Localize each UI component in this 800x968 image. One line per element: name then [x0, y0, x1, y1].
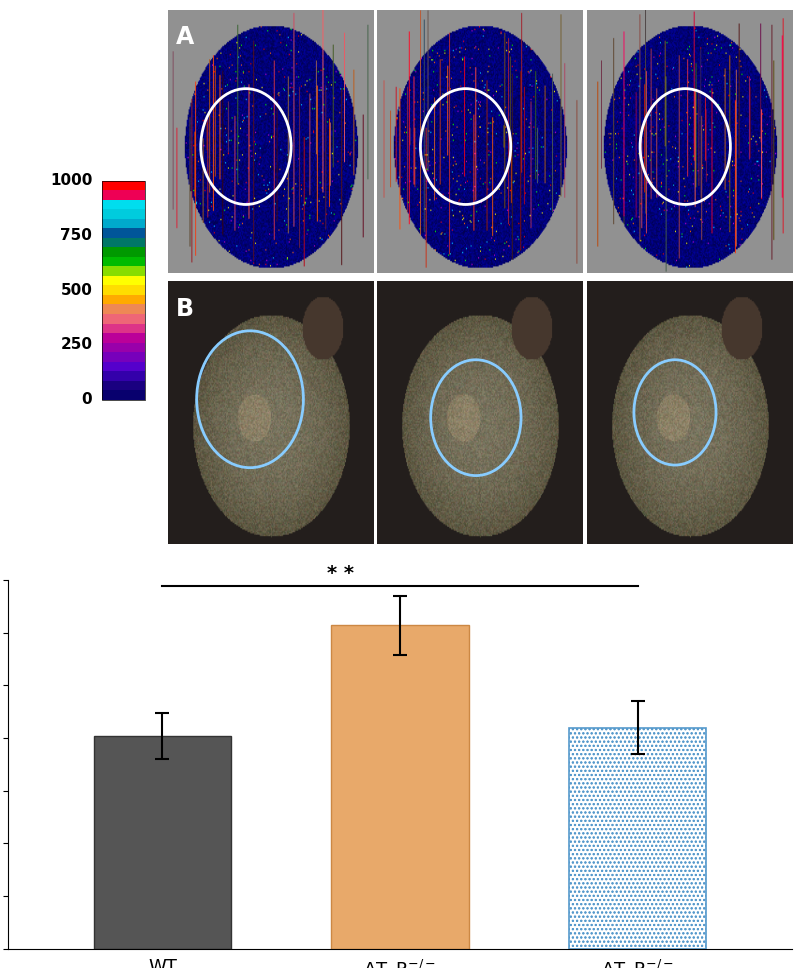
- Text: 500: 500: [60, 283, 92, 298]
- Bar: [569, 728, 706, 949]
- Bar: [102, 295, 146, 305]
- Text: 0: 0: [82, 392, 92, 408]
- Bar: [102, 257, 146, 266]
- Bar: [102, 190, 146, 199]
- Text: A: A: [176, 25, 194, 49]
- Text: 1000: 1000: [50, 173, 92, 188]
- Bar: [102, 248, 146, 257]
- Bar: [102, 323, 146, 333]
- Text: 750: 750: [60, 227, 92, 243]
- Bar: [102, 371, 146, 380]
- Bar: [102, 199, 146, 209]
- Bar: [102, 314, 146, 323]
- Bar: [102, 181, 146, 190]
- Text: * *: * *: [327, 564, 354, 584]
- Bar: [102, 380, 146, 390]
- Bar: [102, 238, 146, 248]
- Bar: [102, 266, 146, 276]
- Bar: [102, 276, 146, 286]
- Bar: [102, 286, 146, 295]
- Bar: [102, 305, 146, 314]
- Bar: [102, 333, 146, 343]
- Bar: [102, 228, 146, 238]
- Bar: [102, 362, 146, 371]
- Text: B: B: [176, 296, 194, 320]
- Bar: [102, 352, 146, 362]
- Bar: [569, 728, 706, 949]
- Bar: [102, 209, 146, 219]
- Bar: [331, 625, 469, 949]
- Bar: [94, 736, 231, 949]
- Bar: [102, 181, 146, 400]
- Bar: [102, 219, 146, 228]
- Bar: [102, 390, 146, 400]
- Text: 250: 250: [60, 338, 92, 352]
- Bar: [102, 343, 146, 352]
